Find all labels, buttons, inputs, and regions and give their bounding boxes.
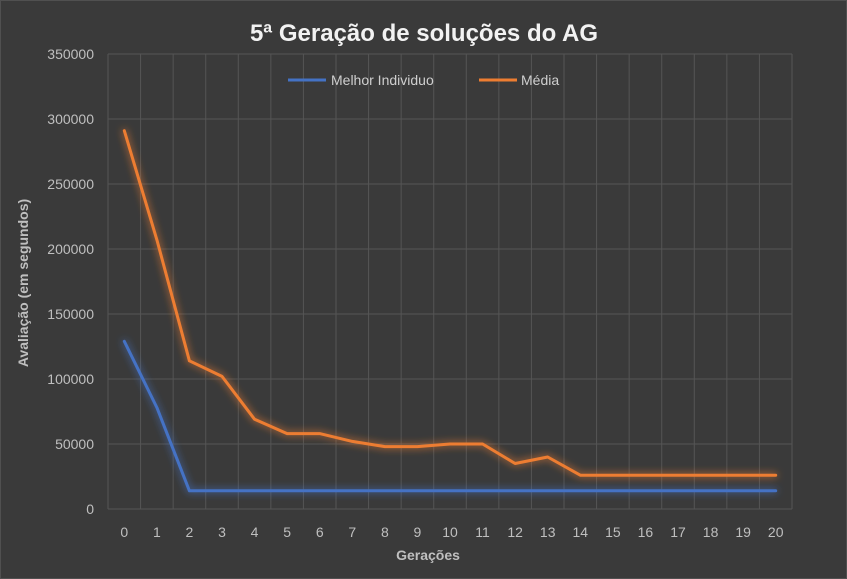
y-tick-label: 300000 <box>47 111 94 127</box>
x-tick-label: 11 <box>475 524 490 540</box>
series-lines <box>122 129 778 493</box>
grid-lines <box>107 53 793 510</box>
y-tick-label: 200000 <box>47 241 94 257</box>
x-tick-label: 12 <box>507 524 523 540</box>
x-tick-label: 4 <box>251 524 259 540</box>
chart-title: 5ª Geração de soluções do AG <box>250 20 598 47</box>
x-tick-label: 10 <box>442 524 458 540</box>
x-tick-label: 6 <box>316 524 324 540</box>
x-tick-label: 18 <box>703 524 719 540</box>
y-axis-label: Avaliação (em segundos) <box>15 199 31 367</box>
x-tick-label: 8 <box>381 524 389 540</box>
x-tick-label: 13 <box>540 524 556 540</box>
x-tick-label: 5 <box>283 524 291 540</box>
x-tick-label: 7 <box>348 524 356 540</box>
x-axis-label: Gerações <box>396 547 460 563</box>
y-tick-label: 0 <box>86 501 94 517</box>
legend-label-media: Média <box>521 72 559 88</box>
y-tick-label: 50000 <box>55 436 94 452</box>
x-tick-label: 1 <box>153 524 161 540</box>
x-tick-label: 19 <box>735 524 751 540</box>
y-tick-label: 100000 <box>47 371 94 387</box>
y-tick-label: 250000 <box>47 176 94 192</box>
x-axis-ticks: 0 1 2 3 4 5 6 7 8 9 10 11 12 13 14 15 16 17 18 19 20 <box>120 524 783 540</box>
x-tick-label: 9 <box>414 524 422 540</box>
x-tick-label: 3 <box>218 524 226 540</box>
y-tick-label: 150000 <box>47 306 94 322</box>
x-tick-label: 17 <box>670 524 686 540</box>
x-tick-label: 0 <box>120 524 128 540</box>
x-tick-label: 20 <box>768 524 784 540</box>
legend: Melhor Individuo Média <box>288 72 559 88</box>
y-axis-ticks: 0 50000 100000 150000 200000 250000 300000 3500… <box>47 46 94 517</box>
series-line-melhor-individuo <box>122 339 778 493</box>
y-tick-label: 350000 <box>47 46 94 62</box>
x-tick-label: 2 <box>186 524 194 540</box>
x-tick-label: 16 <box>638 524 654 540</box>
x-tick-label: 14 <box>572 524 588 540</box>
legend-label-melhor-individuo: Melhor Individuo <box>331 72 434 88</box>
series-line-media <box>122 129 778 477</box>
x-tick-label: 15 <box>605 524 621 540</box>
